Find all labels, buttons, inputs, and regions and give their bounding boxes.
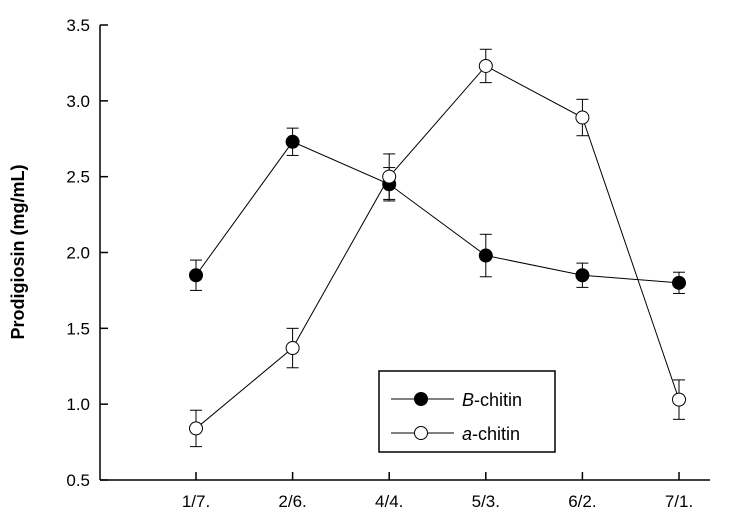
y-tick-label: 3.0 bbox=[66, 92, 90, 111]
legend-marker-b-chitin bbox=[414, 392, 428, 406]
data-point-a-chitin bbox=[382, 169, 397, 184]
series-layer bbox=[189, 48, 686, 448]
y-tick-label: 2.0 bbox=[66, 244, 90, 263]
data-point-a-chitin bbox=[285, 341, 300, 356]
data-point-b-chitin bbox=[478, 248, 493, 263]
legend-label-a-chitin: a-chitin bbox=[462, 424, 520, 444]
legend-label-b-chitin-prefix: B bbox=[462, 390, 474, 410]
data-point-a-chitin bbox=[189, 421, 203, 436]
x-tick-label: 2/6. bbox=[278, 492, 306, 511]
data-point-b-chitin bbox=[672, 275, 686, 290]
y-tick-label: 1.0 bbox=[66, 395, 90, 414]
data-point-a-chitin bbox=[672, 392, 686, 407]
x-tick-label: 1/7. bbox=[182, 492, 210, 511]
data-point-b-chitin bbox=[189, 268, 203, 283]
x-tick-label: 4/4. bbox=[375, 492, 403, 511]
legend-label-a-chitin-suffix: -chitin bbox=[472, 424, 520, 444]
y-tick-label: 1.5 bbox=[66, 319, 90, 338]
y-tick-label: 3.5 bbox=[66, 16, 90, 35]
legend-label-b-chitin: B-chitin bbox=[462, 390, 522, 410]
y-tick-label: 0.5 bbox=[66, 471, 90, 490]
series-line-a-chitin bbox=[195, 65, 680, 429]
data-point-b-chitin bbox=[285, 134, 300, 149]
data-point-b-chitin bbox=[575, 268, 590, 283]
data-point-a-chitin bbox=[478, 58, 493, 73]
y-ticks: 0.5 1.0 1.5 2.0 2.5 3.0 3.5 bbox=[66, 16, 108, 490]
legend-label-a-chitin-prefix: a bbox=[462, 424, 472, 444]
legend-marker-a-chitin bbox=[414, 426, 428, 440]
x-ticks: 1/7. 2/6. 4/4. 5/3. 6/2. 7/1. bbox=[182, 472, 693, 511]
x-tick-label: 7/1. bbox=[665, 492, 693, 511]
data-point-a-chitin bbox=[575, 110, 590, 125]
x-tick-label: 5/3. bbox=[472, 492, 500, 511]
series-a-chitin bbox=[189, 48, 686, 448]
series-line-b-chitin bbox=[195, 141, 680, 284]
series-b-chitin bbox=[189, 127, 686, 294]
legend: B-chitin a-chitin bbox=[378, 370, 556, 453]
legend-label-b-chitin-suffix: -chitin bbox=[474, 390, 522, 410]
x-tick-label: 6/2. bbox=[568, 492, 596, 511]
y-tick-label: 2.5 bbox=[66, 168, 90, 187]
y-axis-label: Prodigiosin (mg/mL) bbox=[8, 165, 28, 340]
legend-box bbox=[378, 370, 556, 453]
